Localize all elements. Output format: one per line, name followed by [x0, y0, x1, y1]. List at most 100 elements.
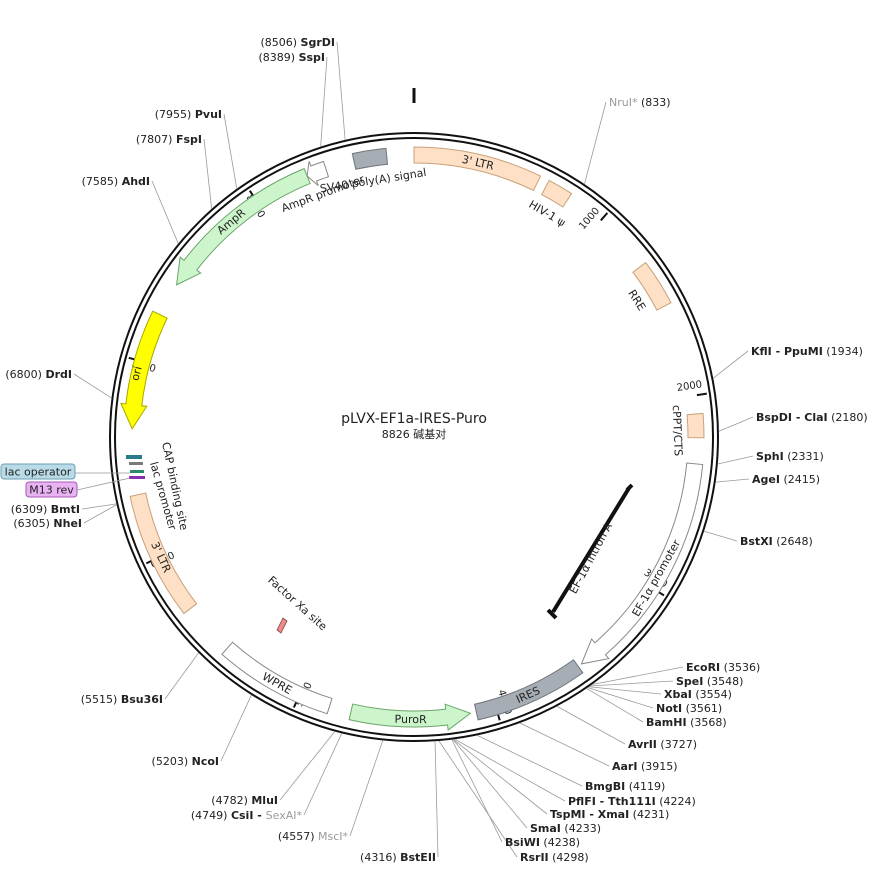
site-position: (3548)	[703, 675, 743, 688]
site-label: SmaI (4233)	[530, 822, 601, 835]
site-leader	[73, 373, 112, 399]
site-position: (4231)	[629, 808, 669, 821]
feature-label: cPPT/CTS	[670, 405, 685, 457]
site-name: NheI	[53, 517, 82, 530]
scale-tick-label: 2000	[676, 379, 703, 394]
site-position: (1934)	[823, 345, 863, 358]
factor-xa-site: Factor Xa site	[265, 574, 330, 634]
site-aari: AarI (3915)	[612, 760, 678, 773]
site-leader	[453, 739, 548, 815]
feature-ires: IRES	[473, 659, 584, 721]
site-bsteii: (4316) BstEII	[360, 851, 436, 864]
site-position: (4782)	[211, 794, 251, 807]
m13-rev-leader	[76, 477, 131, 491]
feature-puror: PuroR	[348, 703, 472, 731]
site-name: AarI	[612, 760, 637, 773]
site-position: (4119)	[625, 780, 665, 793]
site-nrui-: NruI* (833)	[609, 96, 671, 109]
site-label: SpeI (3548)	[676, 675, 743, 688]
site-bamhi: BamHI (3568)	[646, 716, 727, 729]
feature-shape	[129, 492, 198, 615]
restriction-sites: (8506) SgrDI(8389) SspI(7955) PvuI(7807)…	[5, 36, 867, 864]
site-leader	[279, 731, 336, 801]
site-leader-lines	[73, 41, 754, 858]
site-label: (6309) BmtI	[11, 503, 80, 516]
site-leader	[336, 41, 346, 140]
site-position: (3568)	[687, 716, 727, 729]
site-sphi: SphI (2331)	[756, 450, 824, 463]
site-leader	[717, 455, 754, 465]
site-label: BmgBI (4119)	[585, 780, 665, 793]
feature-shape	[541, 179, 573, 208]
site-leader	[590, 680, 674, 687]
feature-label: ori	[129, 365, 145, 382]
site-label: PflFI - Tth111I (4224)	[568, 795, 696, 808]
site-name-alt: SexAI*	[266, 809, 303, 822]
intron-arc-bar	[546, 483, 634, 620]
site-position: (7807)	[136, 133, 176, 146]
site-bspdi-clai: BspDI - ClaI (2180)	[756, 411, 868, 424]
site-leader	[320, 56, 328, 147]
feature-3-ltr: 3' LTR	[413, 146, 542, 192]
site-position: (5515)	[81, 693, 121, 706]
site-avrii: AvrII (3727)	[628, 738, 697, 751]
site-bsu36i: (5515) Bsu36I	[81, 693, 163, 706]
site-position: (2648)	[773, 535, 813, 548]
site-msci-: (4557) MscI*	[278, 830, 349, 843]
site-label: NruI* (833)	[609, 96, 671, 109]
site-position: (3561)	[682, 702, 722, 715]
site-fspi: (7807) FspI	[136, 133, 202, 146]
site-leader	[438, 740, 518, 858]
site-position: (4749)	[191, 809, 231, 822]
site-name: BmgBI	[585, 780, 625, 793]
site-name: XbaI	[664, 688, 692, 701]
site-name: KflI - PpuMI	[751, 345, 823, 358]
feature-shape	[348, 703, 472, 731]
feature-ori: ori	[120, 310, 168, 430]
site-leader	[718, 416, 754, 432]
cap-site-mark	[126, 455, 142, 459]
site-name: NotI	[656, 702, 682, 715]
site-label: (4557) MscI*	[278, 830, 349, 843]
site-label: (6800) DrdI	[5, 368, 72, 381]
lac-region: CAP binding site lac promoter lac operat…	[0, 441, 190, 532]
site-name: RsrII	[520, 851, 549, 864]
site-position: (8506)	[260, 36, 300, 49]
site-position: (6309)	[11, 503, 51, 516]
site-label: (6305) NheI	[13, 517, 82, 530]
backbone-inner	[114, 137, 714, 737]
site-label: XbaI (3554)	[664, 688, 732, 701]
site-leader	[434, 741, 439, 858]
feature-shape	[413, 146, 542, 192]
site-name: AgeI	[752, 473, 780, 486]
site-leader	[519, 722, 610, 767]
site-label: (4782) MluI	[211, 794, 278, 807]
site-name: PflFI - Tth111I	[568, 795, 656, 808]
site-ecori: EcoRI (3536)	[686, 661, 760, 674]
scale-tick-label: 1000	[577, 206, 602, 232]
site-position: (5203)	[152, 755, 192, 768]
site-leader	[713, 350, 749, 379]
site-name: FspI	[176, 133, 202, 146]
site-name: Bsu36I	[121, 693, 163, 706]
site-position: (4238)	[540, 836, 580, 849]
site-ncoi: (5203) NcoI	[152, 755, 219, 768]
site-mlui: (4782) MluI	[211, 794, 278, 807]
site-name: EcoRI	[686, 661, 720, 674]
site-sspi: (8389) SspI	[258, 51, 325, 64]
site-leader	[454, 738, 566, 802]
site-name: NruI*	[609, 96, 638, 109]
site-name: SspI	[299, 51, 325, 64]
site-sgrdi: (8506) SgrDI	[260, 36, 335, 49]
site-position: (4316)	[360, 851, 400, 864]
site-position: (2180)	[828, 411, 868, 424]
site-leader	[715, 478, 750, 483]
feature-sv40-poly-a-signal: SV40 poly(A) signal	[319, 147, 427, 195]
site-position: (4224)	[656, 795, 696, 808]
plasmid-length: 8826 碱基对	[382, 427, 447, 441]
site-position: (3554)	[692, 688, 732, 701]
intron-label: EF-1α intron A	[567, 520, 615, 596]
site-leader	[451, 739, 503, 843]
site-name: SphI	[756, 450, 784, 463]
